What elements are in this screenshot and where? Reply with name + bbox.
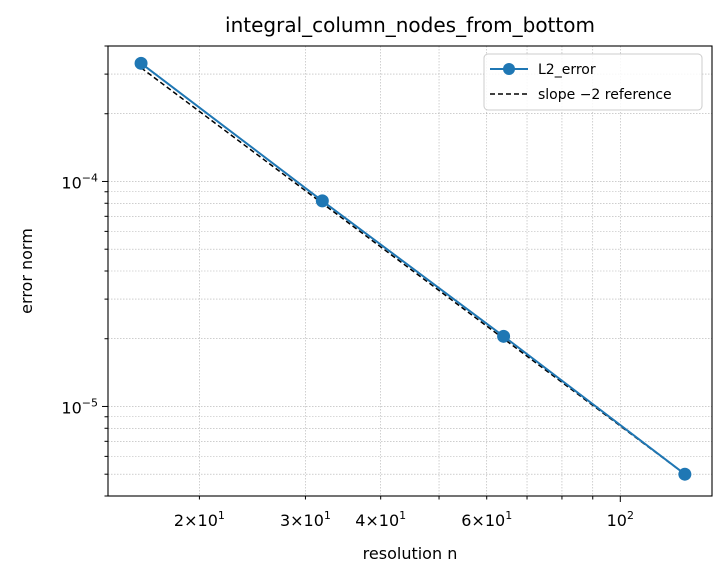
series-l2-error-point <box>315 194 329 208</box>
series-l2-error-point <box>497 329 511 343</box>
legend-swatch-l2-error-marker <box>503 63 515 75</box>
chart-title: integral_column_nodes_from_bottom <box>225 13 595 37</box>
x-axis-label: resolution n <box>363 544 458 563</box>
legend-box <box>483 53 703 111</box>
legend-label-reference: slope −2 reference <box>538 87 672 103</box>
legend-label-l2-error: L2_error <box>538 62 596 78</box>
series-l2-error-point <box>134 56 148 70</box>
series-reference-line <box>140 67 686 475</box>
x-tick-label: 4×101 <box>355 509 406 530</box>
x-tick-label: 6×101 <box>461 509 512 530</box>
grid <box>108 45 712 497</box>
series-l2-error-point <box>678 467 692 481</box>
y-axis-label: error norm <box>17 228 36 314</box>
series-l2-error-line <box>140 62 686 475</box>
legend: L2_error slope −2 reference <box>483 53 703 111</box>
x-tick-label: 2×101 <box>174 509 225 530</box>
x-tick-label: 3×101 <box>280 509 331 530</box>
plot-series <box>134 56 692 481</box>
